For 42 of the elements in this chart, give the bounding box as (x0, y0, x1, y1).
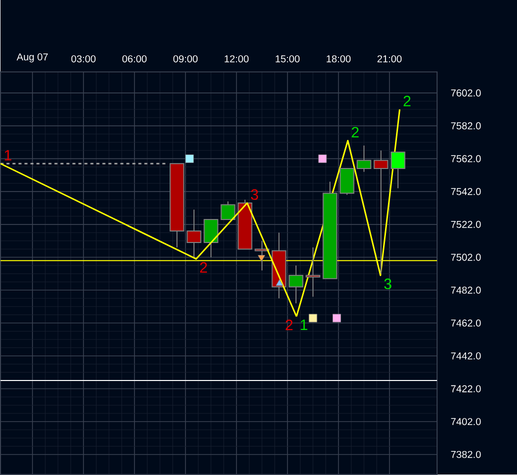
x-tick-label: 06:00 (122, 55, 147, 62)
point (308, 314, 318, 322)
point (258, 255, 266, 262)
y-tick-label: 7542.0 (451, 188, 481, 196)
y-tick-label: 7402.0 (451, 418, 481, 426)
candlestick (186, 209, 202, 258)
point (185, 154, 194, 163)
x-tick-label: 12:00 (224, 55, 249, 62)
point (276, 279, 284, 286)
candlestick (220, 200, 236, 220)
y-tick-label: 7482.0 (451, 286, 481, 294)
y-tick-label: 7602.0 (451, 89, 481, 96)
candlestick (390, 152, 406, 189)
y-tick-label: 7422.0 (451, 385, 481, 392)
annotation: 3 (384, 278, 392, 290)
candlestick (204, 218, 218, 258)
annotation: 2 (200, 262, 207, 273)
point (318, 154, 327, 163)
x-tick-label: 18:00 (326, 55, 351, 62)
x-tick-label: 09:00 (173, 55, 198, 62)
x-tick-label: 03:00 (71, 55, 96, 62)
annotation: 3 (250, 189, 258, 200)
x-tick-label: 21:00 (377, 55, 402, 62)
annotation: 1 (300, 320, 308, 330)
annotation: 2 (352, 126, 359, 138)
y-tick-label: 7562.0 (451, 155, 481, 162)
candlestick (374, 150, 388, 274)
point (332, 314, 341, 322)
x-tick-label: 15:00 (276, 55, 300, 62)
annotation: 1 (4, 150, 12, 160)
y-tick-label: 7582.0 (451, 122, 481, 130)
candlestick (356, 145, 372, 172)
y-tick-label: 7442.0 (451, 352, 481, 360)
candlestick (288, 264, 304, 304)
annotation: 2 (286, 320, 293, 330)
y-tick-label: 7382.0 (451, 450, 481, 458)
y-tick-label: 7462.0 (451, 319, 481, 327)
candlestick (306, 246, 320, 298)
y-tick-label: 7502.0 (451, 254, 481, 261)
y-tick-label: 7522.0 (451, 220, 481, 228)
x-tick-label: Aug 07 (16, 53, 48, 62)
annotation: 2 (404, 96, 410, 106)
